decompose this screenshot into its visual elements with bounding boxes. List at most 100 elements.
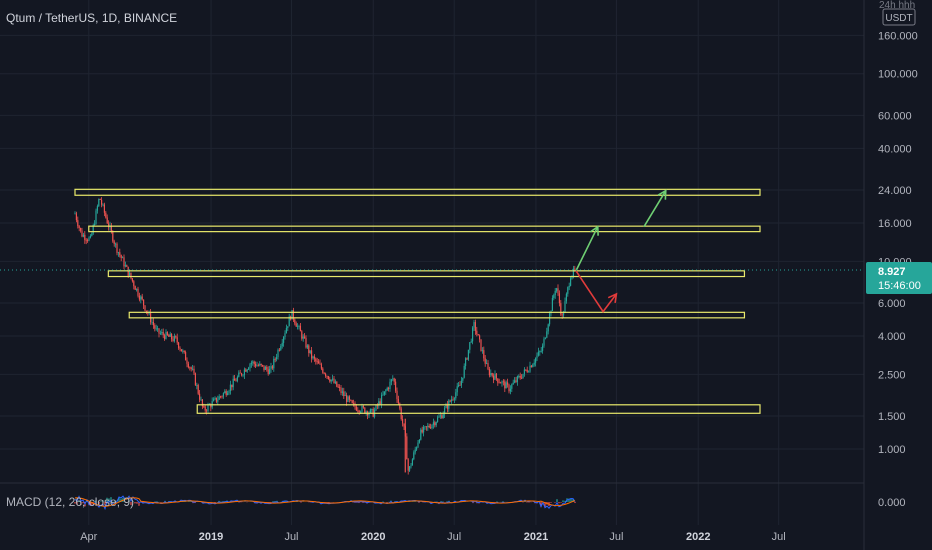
candle-body <box>269 369 271 374</box>
candle-body <box>536 355 538 359</box>
candle-body <box>498 382 500 384</box>
candle-body <box>493 375 495 380</box>
candle-body <box>241 373 243 376</box>
candle-body <box>473 322 475 328</box>
candle-body <box>479 335 481 340</box>
time-axis[interactable]: Apr 2019 Jul 2020 Jul 2021 Jul 2022 Jul <box>80 531 785 543</box>
candle-body <box>285 328 287 334</box>
x-tick-label: Jul <box>447 531 461 543</box>
y-tick-label: 24.000 <box>878 185 912 197</box>
candle-body <box>343 391 345 397</box>
y-tick-label: 100.000 <box>878 69 918 81</box>
candle-body <box>145 310 147 312</box>
candle-body <box>530 365 532 368</box>
arrow-line <box>575 270 618 313</box>
y-tick-label: 160.000 <box>878 30 918 42</box>
candle-body <box>96 206 98 211</box>
candle-body <box>348 396 350 400</box>
candle-body <box>521 377 523 379</box>
candle-body <box>280 346 282 350</box>
candle-body <box>438 416 440 418</box>
candle-body <box>123 257 125 267</box>
candle-body <box>164 335 166 339</box>
candle-body <box>456 386 458 393</box>
candle-body <box>546 331 548 338</box>
candle-body <box>497 378 499 383</box>
candle-body <box>484 358 486 364</box>
candle-body <box>346 395 348 402</box>
candle-body <box>476 330 478 335</box>
candle-body <box>395 381 397 391</box>
candle-body <box>403 423 405 427</box>
candle-body <box>445 404 447 409</box>
candle-body <box>340 387 342 393</box>
macd-tick-label: 0.000 <box>878 497 906 509</box>
y-tick-label: 2.500 <box>878 369 906 381</box>
candle-body <box>336 381 338 387</box>
candle-body <box>547 324 549 332</box>
candle-body <box>392 378 394 380</box>
candle-body <box>449 400 451 402</box>
candle-body <box>329 379 331 382</box>
candle-body <box>154 325 156 329</box>
candle-body <box>523 369 525 374</box>
candle-body <box>378 401 380 406</box>
candle-body <box>507 382 509 385</box>
projection-arrows[interactable] <box>575 189 667 313</box>
support-resistance-zones[interactable] <box>74 188 761 414</box>
candle-body <box>196 385 198 386</box>
candle-body <box>225 391 227 395</box>
currency-badge[interactable] <box>882 8 916 26</box>
candle-body <box>80 227 82 231</box>
candle-body <box>423 426 425 433</box>
candle-body <box>301 331 303 339</box>
candle-body <box>537 351 539 356</box>
candle-body <box>207 404 209 412</box>
candle-body <box>262 364 264 366</box>
candle-body <box>381 394 383 405</box>
candle-body <box>218 396 220 400</box>
candle-body <box>556 288 558 291</box>
candle-body <box>129 272 131 276</box>
candle-body <box>257 365 259 367</box>
candle-body <box>477 334 479 336</box>
candle-body <box>304 336 306 338</box>
y-tick-label: 1.000 <box>878 444 906 456</box>
candle-body <box>572 268 574 276</box>
candle-body <box>87 240 89 242</box>
candle-body <box>283 337 285 343</box>
candle-body <box>98 198 100 207</box>
macd-pane <box>74 495 576 511</box>
candle-body <box>253 361 255 364</box>
candle-body <box>89 235 91 238</box>
candle-body <box>130 272 132 279</box>
currency-badge-label: USDT <box>885 13 912 24</box>
candle-body <box>383 391 385 395</box>
candle-body <box>270 366 272 370</box>
candle-body <box>561 314 563 316</box>
candle-body <box>137 288 139 296</box>
candle-body <box>297 325 299 327</box>
candle-body <box>232 378 234 388</box>
candle-body <box>441 415 443 419</box>
candle-body <box>133 281 135 287</box>
candle-body <box>168 335 170 337</box>
candle-body <box>397 399 399 404</box>
candle-body <box>540 350 542 352</box>
candle-body <box>564 301 566 313</box>
candle-body <box>458 385 460 387</box>
candle-body <box>388 387 390 389</box>
candle-body <box>570 278 572 286</box>
y-tick-label: 60.000 <box>878 110 912 122</box>
candle-body <box>263 365 265 370</box>
x-tick-label: Jul <box>772 531 786 543</box>
candle-body <box>357 410 359 412</box>
candle-body <box>260 363 262 365</box>
candle-body <box>339 387 341 388</box>
candle-body <box>151 321 153 323</box>
candle-body <box>287 326 289 329</box>
arrow-head <box>607 292 618 304</box>
